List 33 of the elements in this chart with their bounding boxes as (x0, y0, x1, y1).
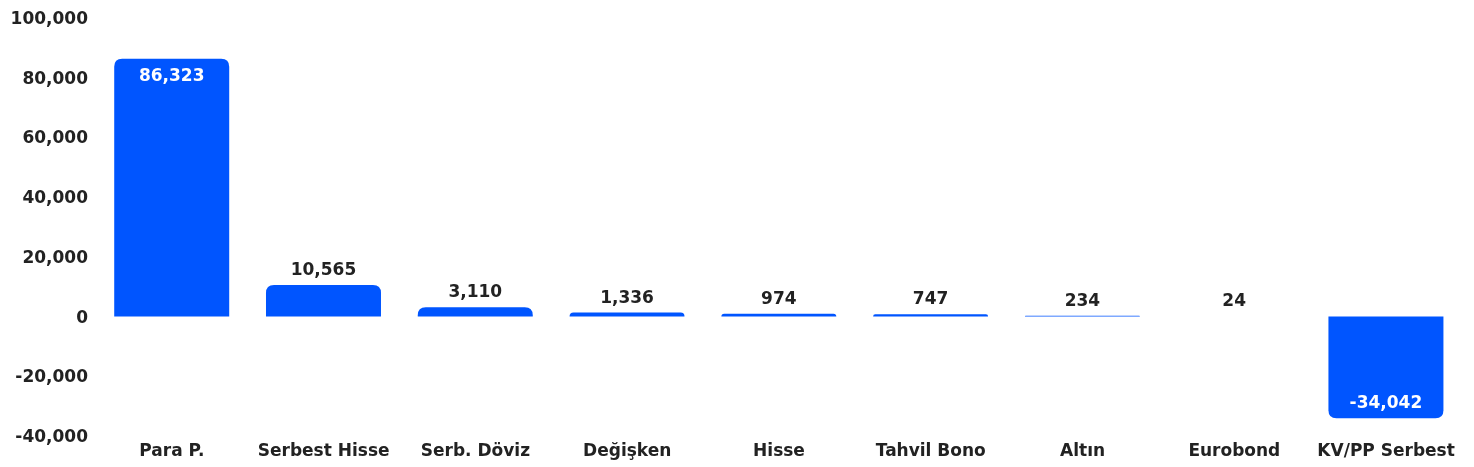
data-label: 1,336 (600, 286, 654, 307)
bar (265, 285, 381, 317)
bar (721, 313, 837, 317)
data-label: 974 (761, 287, 797, 308)
y-tick-label: -20,000 (15, 366, 89, 387)
y-tick-label: 60,000 (22, 127, 89, 148)
bar (417, 307, 533, 317)
x-tick-label: Değişken (583, 440, 672, 461)
x-tick-label: Para P. (139, 440, 205, 461)
y-tick-label: 100,000 (10, 8, 89, 29)
data-label: 86,323 (138, 64, 205, 85)
data-label: -34,042 (1349, 392, 1423, 413)
bar (873, 314, 989, 317)
data-label: 747 (912, 288, 949, 309)
bar (569, 312, 685, 317)
data-label: 234 (1064, 289, 1101, 310)
x-tick-label: Tahvil Bono (875, 440, 986, 461)
x-tick-label: Serbest Hisse (257, 440, 390, 461)
data-label: 10,565 (290, 259, 357, 280)
data-label: 24 (1222, 290, 1247, 311)
data-label: 3,110 (448, 281, 503, 302)
x-tick-label: Serb. Döviz (420, 440, 531, 461)
y-tick-label: 80,000 (22, 67, 89, 88)
bar (1328, 316, 1444, 419)
x-tick-label: KV/PP Serbest (1317, 440, 1455, 461)
x-tick-label: Eurobond (1188, 440, 1281, 461)
y-tick-label: 40,000 (22, 187, 89, 208)
x-tick-label: Altın (1060, 440, 1106, 461)
y-tick-label: 20,000 (22, 246, 89, 267)
y-tick-label: -40,000 (15, 426, 89, 447)
bar (114, 58, 230, 317)
y-tick-label: 0 (76, 306, 89, 327)
x-tick-label: Hisse (753, 440, 805, 461)
